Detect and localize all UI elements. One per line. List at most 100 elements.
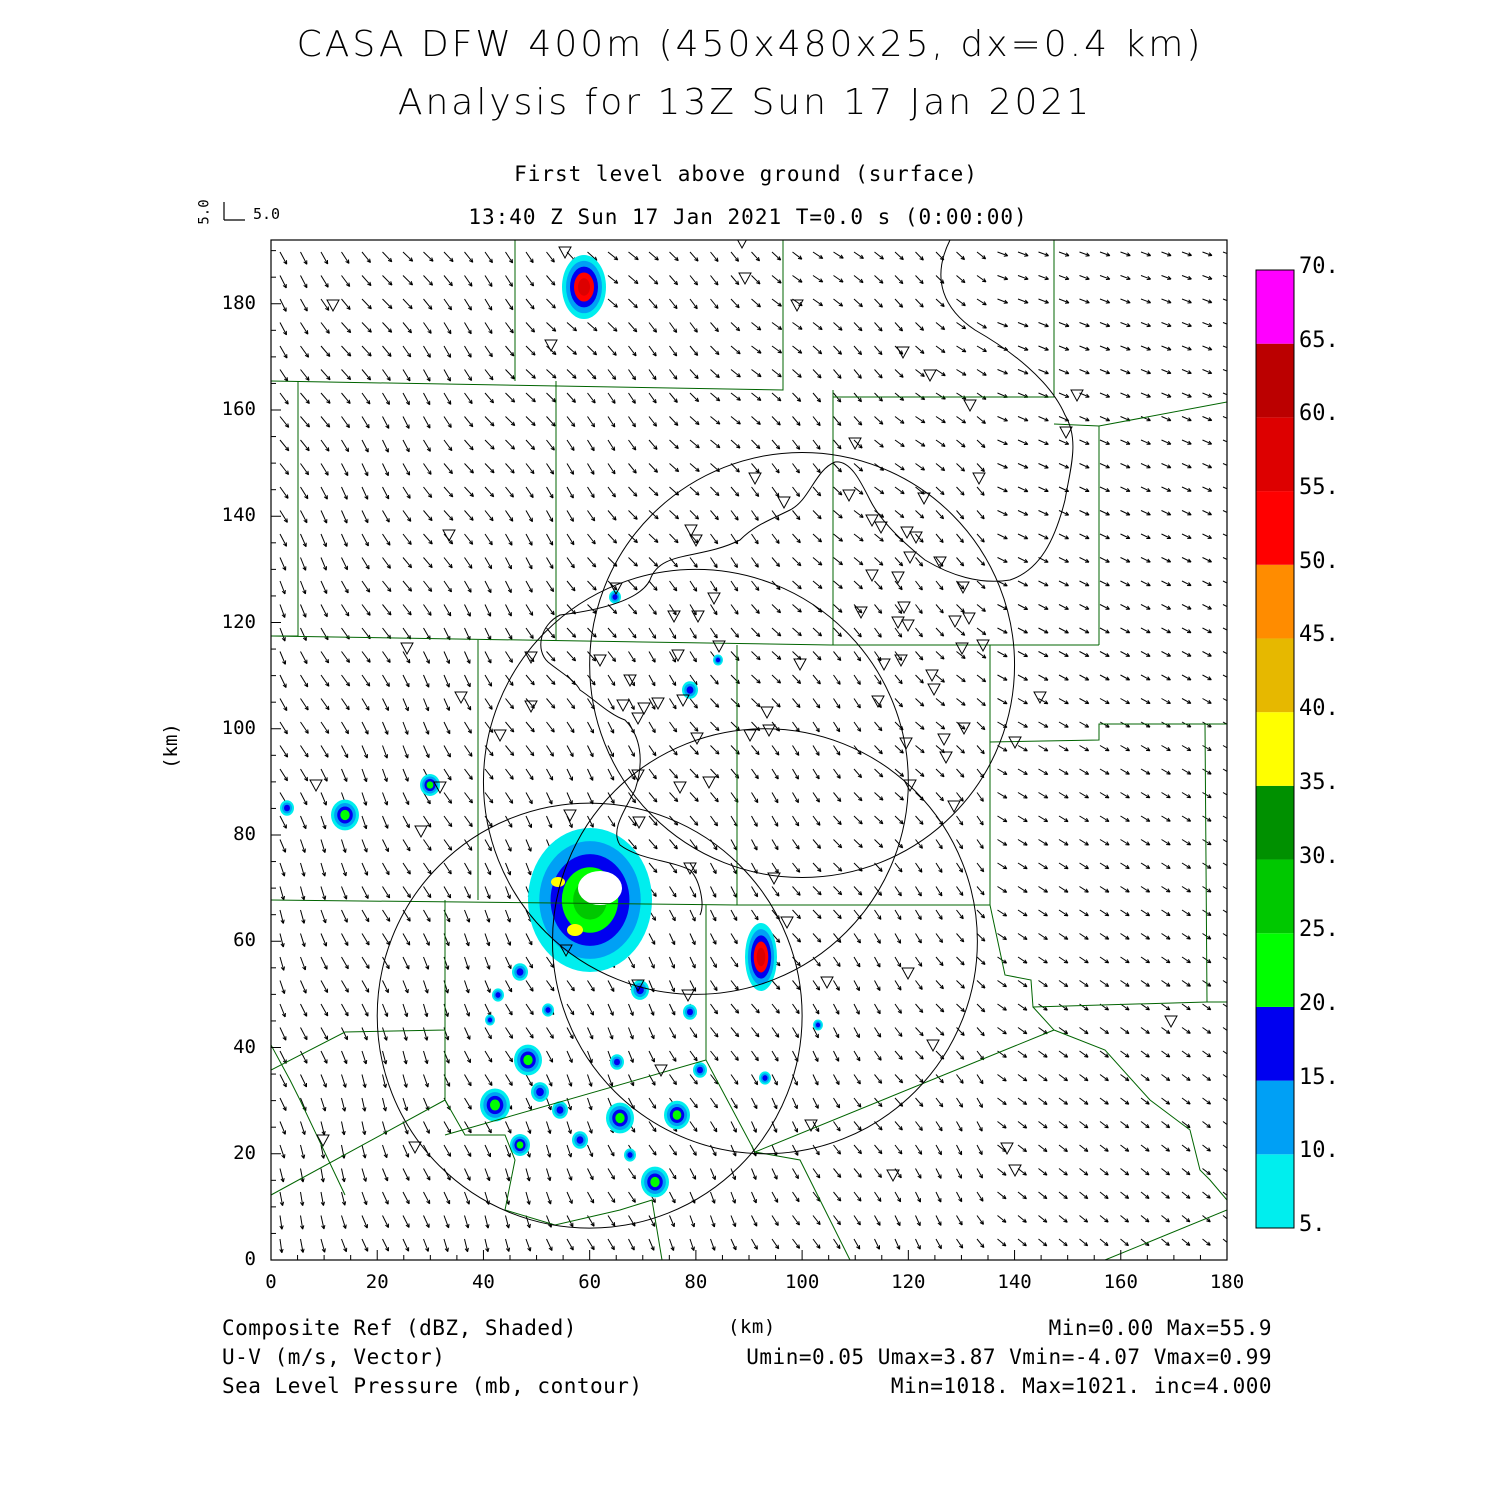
echo-shape bbox=[340, 809, 350, 821]
x-axis-unit: (km) bbox=[728, 1316, 776, 1338]
station-marker bbox=[891, 616, 905, 630]
colorbar-label: 50. bbox=[1299, 548, 1339, 574]
station-marker bbox=[454, 691, 468, 705]
station-marker bbox=[956, 581, 970, 595]
colorbar-label: 40. bbox=[1299, 696, 1339, 722]
station-marker bbox=[842, 489, 856, 503]
station-marker bbox=[909, 531, 923, 545]
y-tick-label: 0 bbox=[244, 1248, 256, 1270]
station-marker bbox=[737, 240, 747, 250]
station-marker bbox=[316, 1134, 330, 1148]
station-marker bbox=[874, 521, 888, 535]
station-marker bbox=[738, 272, 752, 286]
station-marker bbox=[1008, 1164, 1022, 1178]
station-marker bbox=[897, 601, 911, 615]
colorbar-label: 10. bbox=[1299, 1138, 1339, 1164]
x-tick-label: 20 bbox=[365, 1271, 389, 1293]
station-marker bbox=[414, 825, 428, 839]
radar-range-ring bbox=[482, 568, 909, 995]
y-tick-label: 40 bbox=[233, 1035, 256, 1058]
station-marker bbox=[903, 779, 917, 793]
station-marker bbox=[865, 514, 879, 528]
pressure-contours bbox=[540, 240, 1074, 916]
station-marker bbox=[631, 712, 645, 726]
radar-range-ring bbox=[589, 452, 1016, 878]
station-marker bbox=[760, 706, 774, 720]
colorbar-label: 15. bbox=[1299, 1064, 1339, 1090]
station-marker bbox=[593, 654, 607, 668]
station-marker bbox=[683, 862, 697, 876]
station-marker bbox=[681, 989, 695, 1003]
echo-shape bbox=[536, 1087, 544, 1097]
colorbar bbox=[1255, 269, 1295, 1229]
colorbar-segment bbox=[1256, 564, 1294, 639]
colorbar-label: 60. bbox=[1299, 401, 1339, 427]
station-marker bbox=[820, 976, 834, 990]
echo-shape bbox=[487, 1017, 493, 1023]
echo-shape bbox=[490, 1099, 500, 1111]
station-marker bbox=[957, 722, 971, 736]
station-marker bbox=[743, 729, 757, 743]
echo-shape bbox=[672, 1110, 682, 1120]
echo-shape bbox=[756, 947, 766, 967]
station-marker bbox=[767, 872, 781, 886]
station-marker bbox=[544, 339, 558, 353]
station-marker bbox=[899, 737, 913, 751]
radar-range-rings bbox=[376, 452, 1016, 1229]
station-marker bbox=[631, 769, 645, 783]
echo-shape bbox=[576, 1136, 584, 1144]
station-marker bbox=[690, 732, 704, 746]
x-tick-label: 140 bbox=[997, 1271, 1032, 1293]
station-marker bbox=[777, 496, 791, 510]
station-marker bbox=[886, 1169, 900, 1183]
vector-scale-icon bbox=[223, 202, 245, 221]
y-tick-label: 20 bbox=[233, 1141, 256, 1164]
station-marker bbox=[1059, 426, 1073, 440]
station-marker bbox=[691, 610, 705, 624]
echo-shape bbox=[495, 992, 501, 998]
station-marker bbox=[493, 729, 507, 743]
station-marker bbox=[877, 658, 891, 672]
station-marker bbox=[702, 776, 716, 790]
y-tick-label: 100 bbox=[221, 716, 256, 739]
station-marker bbox=[972, 472, 986, 486]
radar-range-ring bbox=[376, 802, 803, 1229]
station-markers bbox=[309, 240, 1178, 1183]
echo-shape bbox=[615, 1112, 625, 1124]
station-marker bbox=[707, 592, 721, 606]
station-marker bbox=[684, 524, 698, 538]
footer-stats-2: Umin=0.05 Umax=3.87 Vmin=-4.07 Vmax=0.99 bbox=[746, 1345, 1272, 1369]
station-marker bbox=[524, 700, 538, 714]
footer-field-2: U-V (m/s, Vector) bbox=[222, 1345, 446, 1369]
title-line-2: Analysis for 13Z Sun 17 Jan 2021 bbox=[397, 82, 1093, 123]
station-marker bbox=[917, 492, 931, 506]
colorbar-segment bbox=[1256, 785, 1294, 860]
echo-shape bbox=[627, 1152, 633, 1158]
station-marker bbox=[524, 651, 538, 665]
y-tick-label: 80 bbox=[233, 823, 256, 845]
colorbar-segment bbox=[1256, 270, 1294, 344]
station-marker bbox=[609, 582, 623, 596]
station-marker bbox=[326, 299, 340, 313]
axis-ticks bbox=[270, 250, 1228, 1261]
y-axis-unit: (km) bbox=[159, 723, 182, 769]
station-marker bbox=[790, 299, 804, 313]
echo-shape bbox=[650, 1176, 660, 1188]
station-marker bbox=[1008, 736, 1022, 750]
station-marker bbox=[925, 669, 939, 683]
y-tick-label: 180 bbox=[221, 291, 256, 314]
station-marker bbox=[558, 246, 572, 260]
station-marker bbox=[894, 654, 908, 668]
reflectivity-shading bbox=[280, 255, 823, 1198]
station-marker bbox=[748, 472, 762, 486]
station-marker bbox=[937, 733, 951, 747]
county-boundaries bbox=[271, 240, 1227, 1260]
footer-stats-1: Min=0.00 Max=55.9 bbox=[1048, 1316, 1272, 1340]
wind-vector-field bbox=[279, 251, 1227, 1254]
station-marker bbox=[1164, 1015, 1178, 1029]
echo-shape bbox=[516, 1141, 524, 1149]
colorbar-label: 5. bbox=[1299, 1212, 1326, 1237]
plot-frame bbox=[270, 239, 1228, 1261]
x-tick-label: 60 bbox=[578, 1271, 602, 1293]
station-marker bbox=[901, 967, 915, 981]
